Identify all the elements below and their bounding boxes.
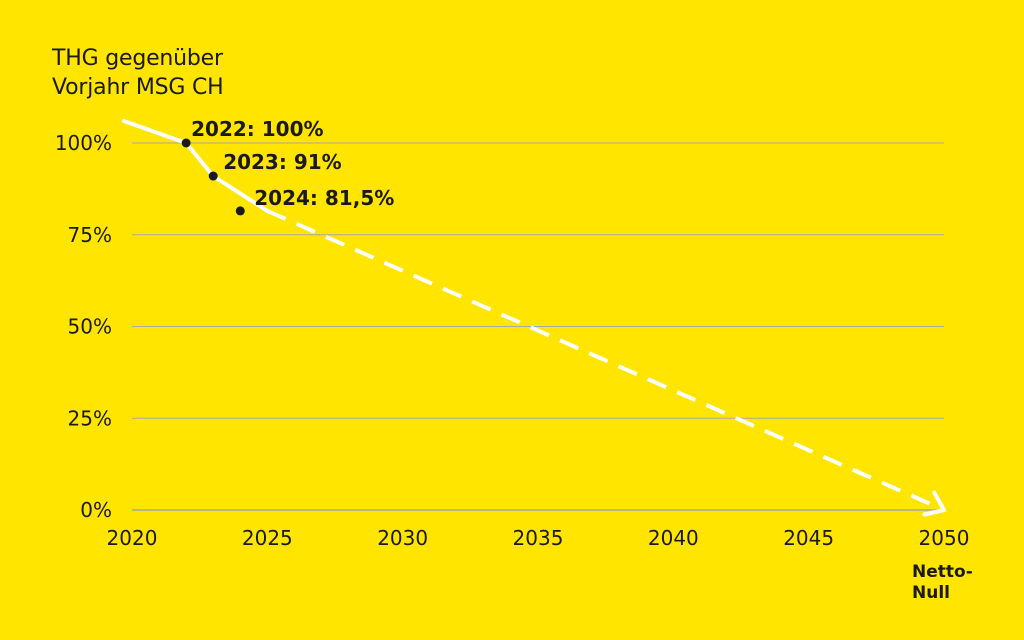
netto-null-line-1: Netto-	[912, 562, 973, 582]
y-tick-label-0: 0%	[80, 498, 112, 522]
actual-line	[121, 118, 270, 213]
y-axis-title-line-2: Vorjahr MSG CH	[52, 75, 224, 100]
x-tick-label-2040: 2040	[648, 526, 699, 550]
x-tick-label-2025: 2025	[242, 526, 293, 550]
projection-line	[266, 209, 945, 512]
data-point-2023	[208, 171, 218, 181]
y-tick-label-100: 100%	[55, 131, 112, 155]
data-label-2023: 2023: 91%	[223, 150, 342, 174]
x-tick-label-2020: 2020	[107, 526, 158, 550]
x-tick-label-2030: 2030	[377, 526, 428, 550]
x-tick-label-2045: 2045	[783, 526, 834, 550]
x-tick-label-2050: 2050	[919, 526, 970, 550]
y-tick-label-75: 75%	[68, 223, 112, 247]
netto-null-label: Netto- Null	[912, 562, 973, 604]
y-axis-title-line-1: THG gegenüber	[52, 46, 223, 71]
data-point-2024	[235, 206, 245, 216]
netto-null-line-2: Null	[912, 583, 950, 603]
data-label-2022: 2022: 100%	[191, 117, 323, 141]
data-label-2024: 2024: 81,5%	[254, 186, 394, 210]
x-tick-label-2035: 2035	[513, 526, 564, 550]
y-axis-title: THG gegenüber Vorjahr MSG CH	[52, 44, 224, 102]
y-tick-label-25: 25%	[68, 406, 112, 430]
y-tick-label-50: 50%	[68, 315, 112, 339]
projection-arrowhead	[922, 490, 946, 517]
data-point-2022	[181, 138, 191, 148]
